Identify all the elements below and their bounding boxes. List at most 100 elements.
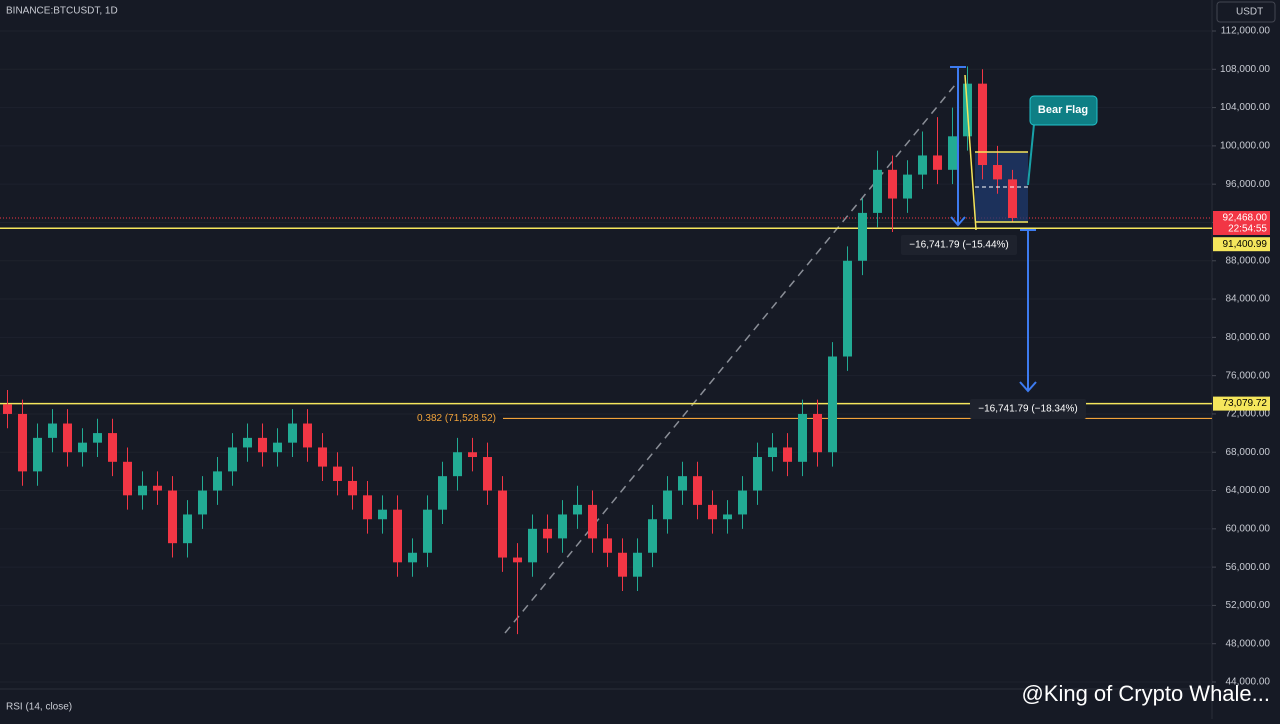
y-tick-label: 84,000.00	[1226, 294, 1271, 305]
candle-body	[708, 504, 717, 520]
grid	[0, 30, 1216, 683]
candle-body	[723, 514, 732, 520]
arrow-head	[1019, 381, 1037, 393]
y-tick-label: 96,000.00	[1226, 179, 1271, 190]
candle-body	[903, 174, 912, 199]
candle-body	[693, 476, 702, 505]
candle-body	[813, 413, 822, 453]
candle-body	[33, 437, 42, 472]
symbol: BINANCE:BTCUSDT, 1D	[6, 6, 118, 17]
candle-body	[573, 504, 582, 515]
price-tag	[1213, 396, 1270, 411]
candle-body	[888, 169, 897, 199]
callout-box	[1029, 95, 1098, 126]
y-tick-label: 104,000.00	[1220, 102, 1270, 113]
candle-body	[618, 552, 627, 577]
candle-body	[528, 528, 537, 563]
candle-body	[933, 155, 942, 170]
currency: USDT	[1236, 7, 1263, 18]
y-tick-label: 48,000.00	[1226, 638, 1271, 649]
candle-body	[843, 260, 852, 357]
candle-body	[48, 423, 57, 438]
y-tick-label: 100,000.00	[1220, 141, 1270, 152]
measure-box	[970, 399, 1086, 419]
price-tag-label: 91,400.99	[1223, 239, 1268, 250]
candle-body	[168, 490, 177, 544]
candle-body	[648, 519, 657, 553]
candle-body	[678, 476, 687, 491]
candle-body	[318, 447, 327, 467]
price-tag	[1213, 210, 1270, 235]
y-tick-label: 64,000.00	[1226, 485, 1271, 496]
candle-body	[453, 452, 462, 477]
candle-body	[633, 552, 642, 577]
arrow-head	[950, 216, 966, 227]
callout-pointer	[1027, 123, 1035, 186]
candle-body	[753, 457, 762, 491]
candle-body	[228, 447, 237, 472]
candle-body	[768, 447, 777, 458]
candle-body	[3, 404, 12, 414]
measure-label: −16,741.79 (−15.44%)	[909, 240, 1009, 251]
candle-body	[558, 514, 567, 539]
candle-body	[828, 356, 837, 453]
y-tick-label: 56,000.00	[1226, 562, 1271, 573]
measure-box	[901, 235, 1017, 255]
candle-body	[333, 466, 342, 481]
candle-body	[78, 442, 87, 453]
candle-body	[138, 485, 147, 496]
candle-body	[498, 490, 507, 558]
candle-body	[93, 433, 102, 443]
y-tick-label: 112,000.00	[1221, 26, 1271, 37]
candle-body	[543, 528, 552, 539]
price-tag	[1213, 237, 1270, 252]
pattern-label: Bear Flag	[1038, 104, 1088, 116]
y-tick-label: 68,000.00	[1226, 447, 1271, 458]
candle-body	[438, 476, 447, 510]
candle-body	[63, 423, 72, 453]
y-tick-label: 72,000.00	[1226, 409, 1271, 420]
candle-body	[918, 155, 927, 175]
indicator: RSI (14, close)	[6, 702, 72, 713]
y-tick-label: 80,000.00	[1226, 332, 1271, 343]
candle-body	[153, 485, 162, 491]
flag-pole	[964, 74, 977, 231]
candle-body	[198, 490, 207, 515]
watermark: @King of Crypto Whale...	[1021, 681, 1270, 706]
candle-body	[423, 509, 432, 553]
candle-body	[273, 442, 282, 453]
candle-body	[258, 437, 267, 453]
candle-body	[993, 165, 1002, 180]
candle-body	[873, 169, 882, 213]
y-tick-label: 108,000.00	[1220, 64, 1270, 75]
price-tag-label: 92,468.00	[1223, 213, 1268, 224]
price-tag-label: 73,079.72	[1223, 398, 1268, 409]
candle-body	[948, 136, 957, 170]
candle-body	[108, 433, 117, 462]
candle-body	[1008, 179, 1017, 218]
y-tick-label: 76,000.00	[1226, 370, 1271, 381]
candle-body	[18, 413, 27, 472]
candle-body	[288, 423, 297, 443]
candle-body	[393, 509, 402, 563]
candle-body	[243, 437, 252, 448]
candle-body	[123, 461, 132, 496]
candle-body	[783, 447, 792, 462]
candle-body	[363, 495, 372, 520]
y-tick-label: 52,000.00	[1226, 600, 1271, 611]
candle-body	[588, 504, 597, 539]
y-tick-label: 88,000.00	[1226, 255, 1271, 266]
candle-body	[978, 83, 987, 166]
candle-body	[468, 452, 477, 458]
candle-body	[858, 212, 867, 261]
candle-body	[663, 490, 672, 520]
countdown: 22:54:55	[1228, 224, 1267, 235]
candle-body	[183, 514, 192, 544]
y-tick-label: 60,000.00	[1226, 523, 1271, 534]
candle-body	[213, 471, 222, 491]
candle-body	[798, 413, 807, 462]
candle-body	[348, 480, 357, 496]
currency-box	[1216, 1, 1276, 23]
candle-body	[603, 538, 612, 553]
